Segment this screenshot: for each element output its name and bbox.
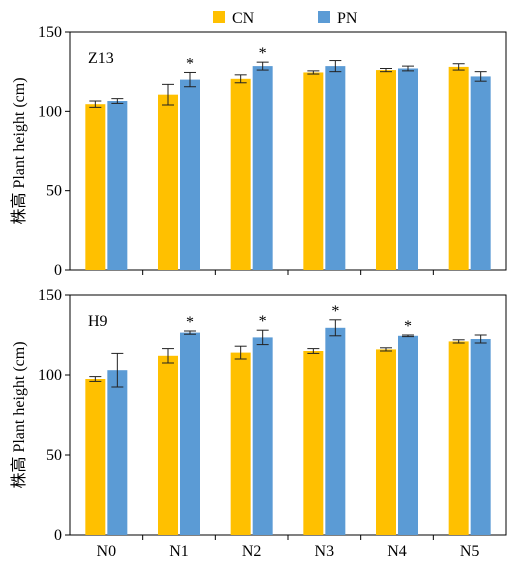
x-tick-label-n0: N0 [97, 543, 117, 560]
plot-frame [69, 294, 507, 536]
shared-x-axis: N0 N1 N2 N3 N4 N5 [97, 543, 480, 560]
bar-cn-n4 [376, 70, 396, 270]
y-tick-label: 0 [54, 527, 62, 544]
bar-cn-n5 [448, 66, 469, 270]
bar-pn-n5 [470, 76, 491, 270]
panel-label-h9: H9 [88, 313, 108, 330]
significance-mark: * [186, 55, 194, 72]
bar-pn-n3 [325, 66, 346, 270]
legend-label-cn: CN [232, 10, 255, 27]
y-tick-label: 150 [38, 24, 62, 41]
significance-mark: * [404, 318, 412, 335]
y-tick-label: 100 [38, 367, 62, 384]
bar-cn-n2 [230, 78, 251, 270]
bar-pn-n2 [252, 66, 273, 270]
bar-pn-n1 [180, 79, 200, 270]
bar-pn-n4 [398, 335, 418, 535]
legend-swatch-cn [213, 11, 225, 23]
bar-cn-n5 [448, 341, 469, 535]
x-tick-label-n3: N3 [315, 543, 335, 560]
legend-swatch-pn [318, 11, 330, 23]
bar-cn-n3 [303, 351, 324, 535]
significance-mark: * [186, 314, 194, 331]
y-axis-label: 株高 Plant height (cm) [10, 341, 28, 488]
bar-pn-n3 [325, 327, 346, 535]
x-tick-label-n5: N5 [460, 543, 480, 560]
bar-pn-n4 [398, 68, 418, 270]
y-tick-label: 50 [46, 183, 62, 200]
y-tick-label: 0 [54, 262, 62, 279]
y-tick-label: 50 [46, 447, 62, 464]
y-axis-label: 株高 Plant height (cm) [10, 77, 28, 224]
legend: CN PN [213, 10, 358, 27]
bar-cn-n1 [158, 355, 178, 535]
chart-panel-z13: 0 50 100 150 株高 Plant height (cm) Z13 * * [10, 24, 507, 279]
legend-label-pn: PN [337, 10, 358, 27]
significance-mark: * [331, 303, 339, 320]
x-tick-label-n4: N4 [387, 543, 407, 560]
x-tick-label-n1: N1 [169, 543, 189, 560]
bar-cn-n2 [230, 352, 251, 535]
panel-label-z13: Z13 [88, 50, 114, 67]
bar-cn-n0 [85, 379, 106, 535]
x-tick-label-n2: N2 [242, 543, 262, 560]
bar-cn-n4 [376, 349, 396, 535]
y-tick-label: 150 [38, 287, 62, 304]
significance-mark: * [259, 45, 267, 62]
plot-frame [69, 31, 507, 271]
chart-panel-h9: 0 50 100 150 株高 Plant height (cm) H9 * * * * [10, 287, 507, 544]
bar-pn-n1 [180, 332, 200, 535]
bar-cn-n1 [158, 94, 178, 270]
bar-pn-n2 [252, 337, 273, 535]
bar-pn-n0 [107, 101, 128, 271]
bar-cn-n0 [85, 104, 106, 271]
bar-pn-n0 [107, 370, 128, 535]
y-tick-label: 100 [38, 103, 62, 120]
bar-cn-n3 [303, 72, 324, 271]
significance-mark: * [259, 313, 267, 330]
bar-pn-n5 [470, 339, 491, 535]
